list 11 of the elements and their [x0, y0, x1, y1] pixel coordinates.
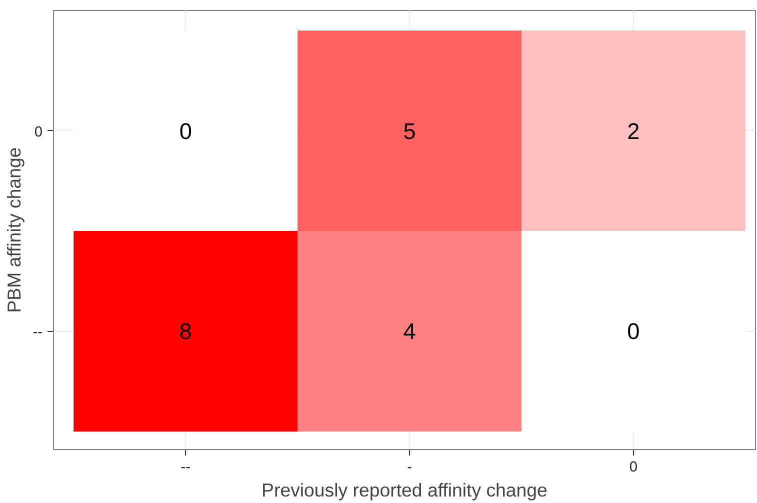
- data-label: 2: [627, 118, 640, 144]
- x-axis-title: Previously reported affinity change: [262, 480, 548, 500]
- data-label: 0: [179, 118, 192, 144]
- data-label: 0: [627, 318, 640, 344]
- y-axis-title: PBM affinity change: [4, 147, 25, 313]
- data-label: 8: [179, 318, 192, 344]
- x-tick-label: --: [180, 460, 191, 476]
- data-label: 5: [403, 118, 416, 144]
- data-label: 4: [403, 318, 416, 344]
- x-tick-label: 0: [629, 460, 638, 476]
- x-tick-label: -: [407, 460, 412, 476]
